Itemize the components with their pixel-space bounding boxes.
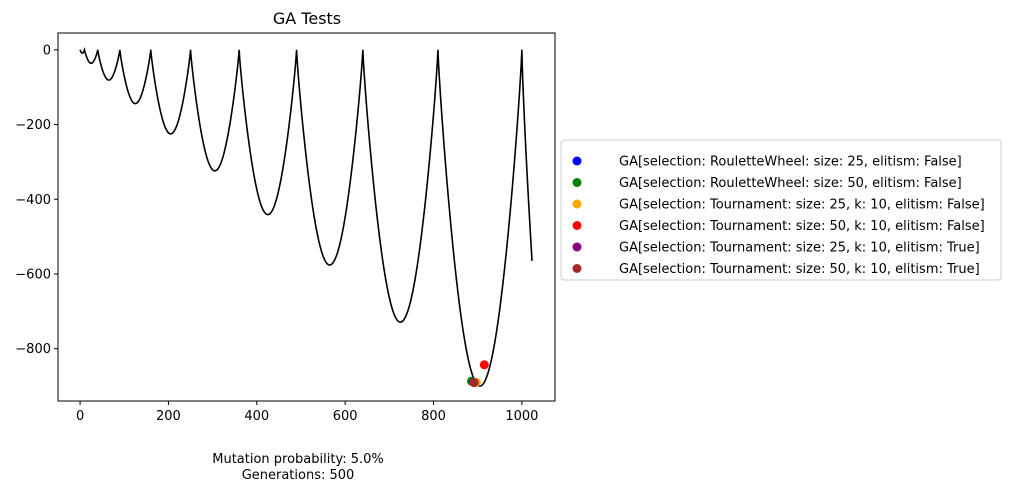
generations-note: Generations: 500 (242, 468, 355, 483)
x-tick-label: 800 (421, 409, 446, 424)
legend-label: GA[selection: RouletteWheel: size: 25, e… (619, 155, 962, 170)
legend-marker (572, 242, 582, 252)
y-tick-label: −800 (15, 342, 51, 357)
series-6-point (469, 378, 479, 388)
legend: GA[selection: RouletteWheel: size: 25, e… (560, 139, 1002, 281)
chart-title: GA Tests (273, 9, 341, 28)
legend-marker (572, 221, 582, 230)
mutation-probability-note: Mutation probability: 5.0% (212, 452, 384, 467)
series-4-point (479, 360, 489, 370)
y-tick-label: −400 (15, 193, 51, 208)
legend-label: GA[selection: Tournament: size: 25, k: 1… (619, 241, 980, 256)
fitness-curve (79, 46, 533, 387)
x-tick-label: 400 (244, 409, 269, 424)
axes: 0 200 400 600 800 1000 0 −200 −400 −600 −800 (15, 32, 556, 424)
y-tick-label: −600 (15, 267, 51, 282)
legend-label: GA[selection: Tournament: size: 50, k: 1… (619, 219, 985, 234)
x-tick-label: 200 (156, 409, 181, 424)
x-tick-label: 600 (333, 409, 358, 424)
y-tick-label: 0 (43, 43, 51, 58)
y-tick-label: −200 (15, 118, 51, 133)
legend-marker (572, 264, 582, 273)
x-tick-label: 0 (76, 409, 84, 424)
legend-marker (572, 199, 582, 209)
axes-frame (57, 32, 556, 402)
legend-box (560, 139, 1002, 281)
legend-label: GA[selection: RouletteWheel: size: 50, e… (619, 176, 962, 191)
legend-label: GA[selection: Tournament: size: 50, k: 1… (619, 262, 980, 277)
plot-area (79, 46, 533, 388)
legend-marker (572, 178, 582, 187)
legend-label: GA[selection: Tournament: size: 25, k: 1… (619, 198, 985, 213)
legend-marker (572, 156, 582, 166)
x-tick-label: 1000 (505, 409, 538, 424)
